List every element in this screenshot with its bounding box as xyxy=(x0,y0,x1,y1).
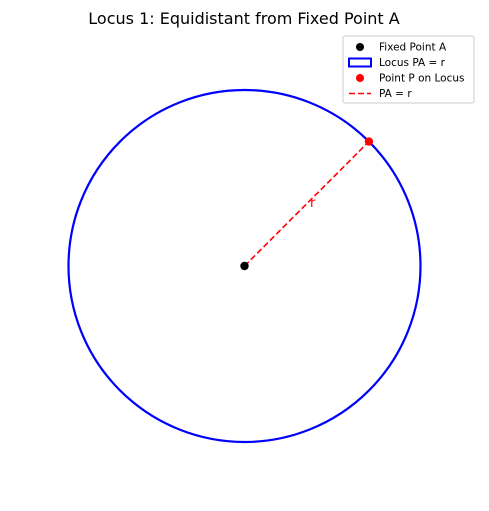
legend-label: PA = r xyxy=(379,88,412,100)
radius-label: r xyxy=(310,196,316,211)
locus-circle xyxy=(67,88,422,444)
radius-line xyxy=(243,140,370,267)
legend-frame xyxy=(342,35,475,104)
legend: Fixed Point A Locus PA = r Point P on Locu… xyxy=(342,35,475,104)
legend-label: Point P on Locus xyxy=(379,73,464,85)
legend-label: Locus PA = r xyxy=(379,57,446,69)
legend-item: PA = r xyxy=(349,88,412,100)
legend-label: Fixed Point A xyxy=(379,42,447,54)
figure-title: Locus 1: Equidistant from Fixed Point A xyxy=(88,9,399,28)
legend-marker xyxy=(356,43,364,51)
plot-area: r xyxy=(67,88,422,444)
fixed-point-a xyxy=(240,261,249,271)
legend-marker xyxy=(356,74,364,82)
point-p xyxy=(364,137,374,146)
legend-item: Point P on Locus xyxy=(356,73,464,85)
legend-item: Fixed Point A xyxy=(356,42,447,54)
legend-item: Locus PA = r xyxy=(348,57,446,69)
legend-marker xyxy=(348,57,372,68)
